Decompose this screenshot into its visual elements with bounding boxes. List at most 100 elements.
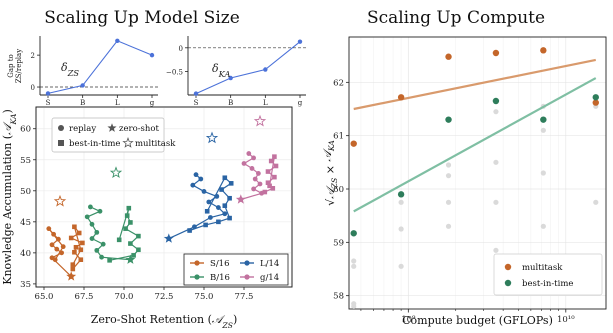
background-point bbox=[445, 199, 452, 205]
series-L-14 bbox=[163, 131, 234, 243]
inset-point bbox=[149, 52, 155, 58]
replay-point bbox=[201, 189, 207, 194]
multitask-point bbox=[445, 53, 452, 60]
replay-point bbox=[60, 244, 66, 250]
replay-point bbox=[99, 254, 104, 260]
y-tick-label: 62 bbox=[333, 78, 344, 88]
model-legend-frame bbox=[183, 253, 289, 286]
marker-legend-frame bbox=[51, 117, 165, 153]
replay-point bbox=[49, 242, 55, 248]
replay-point bbox=[97, 208, 103, 214]
inset-series-line bbox=[47, 40, 153, 94]
inset-x-tick-label: g bbox=[150, 99, 155, 107]
best-in-time-point bbox=[228, 181, 234, 186]
background-point bbox=[398, 263, 404, 269]
replay-point bbox=[192, 224, 197, 230]
replay-point bbox=[246, 151, 252, 156]
inset-x-tick-label: L bbox=[263, 99, 268, 107]
series-g-14 bbox=[235, 114, 279, 204]
inset-x-tick-label: S bbox=[46, 99, 51, 107]
best-in-time-point bbox=[78, 247, 84, 253]
background-point bbox=[540, 170, 546, 176]
inset-x-tick-label: L bbox=[115, 99, 120, 107]
replay-legend-label: replay bbox=[69, 124, 96, 134]
best-in-time-legend-label: best-in-time bbox=[522, 279, 573, 289]
x-tick-label: 10⁹ bbox=[401, 315, 416, 325]
multitask-legend-label: multitask bbox=[522, 263, 563, 273]
inset-point bbox=[115, 38, 120, 43]
best-in-time-point bbox=[72, 224, 77, 230]
left-panel-title: Scaling Up Model Size bbox=[44, 8, 240, 28]
best-in-time-point bbox=[265, 180, 271, 186]
inset-x-tick-label: B bbox=[80, 99, 85, 107]
replay-point bbox=[249, 166, 255, 171]
replay-point bbox=[54, 246, 60, 252]
best-in-time-point bbox=[128, 220, 133, 225]
model-legend-label: B/16 bbox=[210, 273, 230, 283]
best-in-time-point bbox=[222, 203, 228, 208]
inset-point bbox=[228, 75, 233, 81]
replay-point bbox=[88, 204, 93, 210]
compute-chart: 10⁹ 10¹⁰ 58 59 60 61 62 multitask best-in-time Co… bbox=[321, 36, 607, 327]
x-tick-label: 65.0 bbox=[35, 292, 54, 302]
replay-trajectory bbox=[240, 153, 264, 201]
replay-point bbox=[51, 231, 56, 237]
y-tick-label: 40 bbox=[20, 249, 31, 259]
best-in-time-point bbox=[397, 191, 405, 198]
replay-point bbox=[222, 211, 228, 217]
inset-point bbox=[297, 39, 303, 44]
inset-y-tick-label: 0 bbox=[31, 84, 35, 92]
background-point bbox=[351, 258, 357, 264]
replay-point bbox=[46, 226, 52, 232]
best-in-time-trajectory bbox=[189, 176, 233, 232]
replay-point bbox=[89, 236, 95, 241]
multitask-legend-label: multitask bbox=[135, 139, 176, 149]
replay-point bbox=[251, 155, 256, 161]
replay-trajectory bbox=[86, 206, 131, 261]
best-in-time-point bbox=[131, 253, 136, 258]
inset-point bbox=[45, 91, 51, 96]
best-in-time-point bbox=[73, 244, 79, 250]
inset-x-tick-label: S bbox=[194, 99, 199, 107]
y-tick-label: 50 bbox=[20, 187, 31, 197]
multitask-trend-line bbox=[353, 58, 596, 111]
best-in-time-point bbox=[204, 208, 210, 214]
inset-y-tick-label: 0 bbox=[179, 45, 183, 53]
model-legend-label: S/16 bbox=[210, 259, 230, 269]
y-tick-label: 45 bbox=[20, 218, 31, 228]
background-point bbox=[493, 199, 499, 205]
background-point bbox=[540, 223, 546, 229]
multitask-point bbox=[350, 140, 357, 147]
zero-shot-star bbox=[66, 271, 77, 281]
inset-x-tick-label: g bbox=[298, 99, 303, 107]
best-in-time-point bbox=[70, 266, 76, 272]
inset-x-tick-label: B bbox=[228, 99, 233, 107]
best-in-time-point bbox=[136, 233, 141, 239]
multitask-star bbox=[109, 166, 123, 179]
inset-annotation: δZS bbox=[61, 61, 79, 78]
x-tick-label: 72.5 bbox=[155, 292, 174, 302]
y-tick-label: 55 bbox=[20, 156, 31, 166]
inset-point bbox=[80, 83, 85, 88]
best-in-time-point bbox=[107, 258, 112, 263]
series-S-16 bbox=[46, 194, 85, 281]
best-in-time-point bbox=[78, 257, 84, 262]
compute-x-axis-label: Compute budget (GFLOPs) bbox=[402, 314, 553, 327]
background-point bbox=[351, 263, 357, 269]
best-in-time-point bbox=[216, 219, 221, 225]
best-in-time-point bbox=[492, 97, 500, 105]
series-B-16 bbox=[84, 166, 141, 264]
best-in-time-point bbox=[540, 116, 547, 123]
model-legend-marker bbox=[194, 260, 200, 266]
replay-point bbox=[216, 205, 221, 210]
background-point bbox=[351, 303, 357, 309]
model-legend-marker bbox=[244, 274, 250, 280]
best-in-time-trajectory bbox=[69, 226, 84, 270]
best-in-time-trend-line bbox=[353, 77, 597, 213]
background-point bbox=[445, 173, 452, 179]
background-point bbox=[398, 226, 404, 232]
best-in-time-point bbox=[76, 230, 82, 236]
multitask-star bbox=[253, 114, 267, 127]
